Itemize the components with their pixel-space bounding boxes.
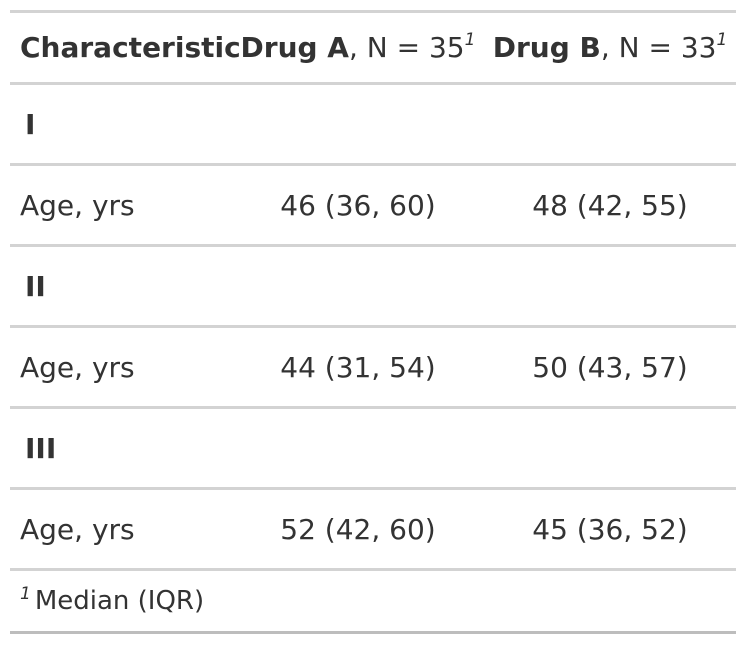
header-characteristic: Characteristic (20, 31, 241, 64)
cell-drug-b: 48 (42, 55) (532, 188, 688, 222)
footnote-marker: 1 (20, 584, 31, 604)
row-rule (10, 568, 736, 571)
table-row: Age, yrs 44 (31, 54) 50 (43, 57) (10, 328, 736, 406)
row-rule (10, 406, 736, 409)
header-drug-a: Drug A, N = 351 (232, 31, 484, 64)
cell-drug-b: 45 (36, 52) (532, 512, 688, 546)
cell-drug-a: 46 (36, 60) (280, 188, 436, 222)
table-row: Age, yrs 52 (42, 60) 45 (36, 52) (10, 490, 736, 568)
table-header-row: Characteristic Drug A, N = 351 Drug B, N… (10, 13, 736, 82)
header-drug-b-n: , N = 33 (600, 31, 717, 64)
cell-drug-a: 44 (31, 54) (280, 350, 436, 384)
group-label: I (25, 107, 36, 141)
group-row: I (10, 85, 736, 163)
group-row: III (10, 409, 736, 487)
footnote-text: 1 Median (IQR) (10, 584, 205, 617)
header-drug-a-name: Drug A (240, 31, 349, 64)
header-drug-a-footnote-marker: 1 (464, 30, 476, 50)
group-label: III (25, 431, 57, 465)
table-top-rule (10, 10, 736, 13)
table-bottom-rule (10, 631, 736, 634)
table-row: Age, yrs 46 (36, 60) 48 (42, 55) (10, 166, 736, 244)
row-rule (10, 325, 736, 328)
group-label: II (25, 269, 46, 303)
cell-drug-a: 52 (42, 60) (280, 512, 436, 546)
summary-table: Characteristic Drug A, N = 351 Drug B, N… (10, 10, 736, 634)
group-row: II (10, 247, 736, 325)
row-label: Age, yrs (20, 512, 135, 546)
table-footnote: 1 Median (IQR) (10, 571, 736, 631)
header-drug-a-n: , N = 35 (348, 31, 465, 64)
footnote-label: Median (IQR) (34, 586, 205, 616)
cell-drug-b: 50 (43, 57) (532, 350, 688, 384)
row-rule (10, 487, 736, 490)
header-drug-b: Drug B, N = 331 (484, 31, 736, 64)
row-label: Age, yrs (20, 350, 135, 384)
header-drug-b-footnote-marker: 1 (716, 30, 728, 50)
row-label: Age, yrs (20, 188, 135, 222)
header-rule (10, 82, 736, 85)
row-rule (10, 244, 736, 247)
row-rule (10, 163, 736, 166)
header-drug-b-name: Drug B (492, 31, 601, 64)
